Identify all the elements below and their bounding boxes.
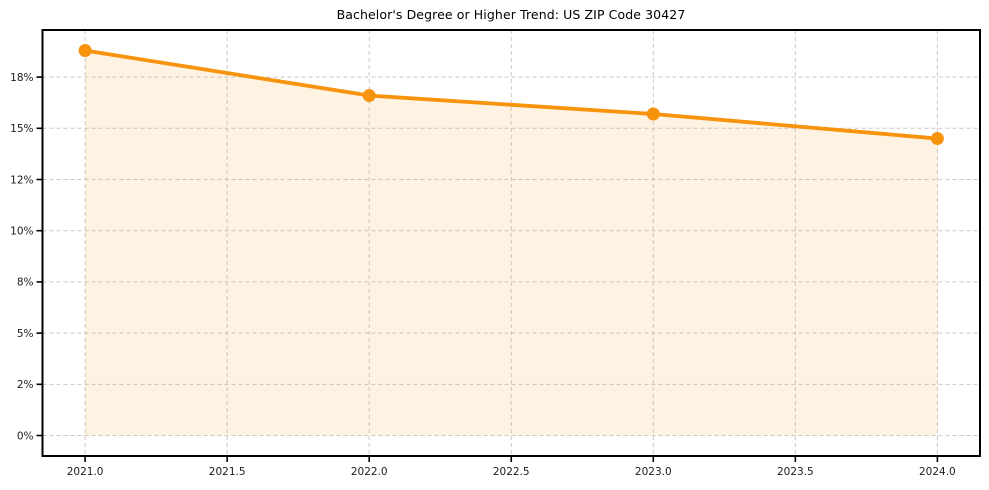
x-tick-label: 2024.0 — [919, 466, 956, 478]
y-tick-label: 2% — [17, 379, 34, 391]
data-point-marker — [646, 107, 660, 121]
data-point-marker — [78, 43, 92, 57]
x-tick-label: 2022.0 — [351, 466, 388, 478]
plot-frame — [41, 29, 981, 457]
x-tick-label: 2023.5 — [777, 466, 814, 478]
trend-line — [83, 48, 940, 141]
x-tick-label: 2021.0 — [67, 466, 104, 478]
data-point-marker — [930, 132, 944, 146]
y-tick-label: 5% — [17, 328, 34, 340]
x-tick-label: 2022.5 — [493, 466, 530, 478]
data-point-marker — [362, 89, 376, 103]
y-tick-label: 10% — [10, 226, 33, 238]
y-tick-label: 12% — [10, 174, 33, 186]
area-fill — [85, 50, 938, 436]
y-tick-label: 0% — [17, 430, 34, 442]
x-tick-label: 2021.5 — [209, 466, 246, 478]
y-tick-label: 18% — [10, 72, 33, 84]
y-tick-label: 8% — [17, 277, 34, 289]
chart-title: Bachelor's Degree or Higher Trend: US ZI… — [336, 7, 686, 22]
y-tick-label: 15% — [10, 123, 33, 135]
x-tick-label: 2023.0 — [635, 466, 672, 478]
